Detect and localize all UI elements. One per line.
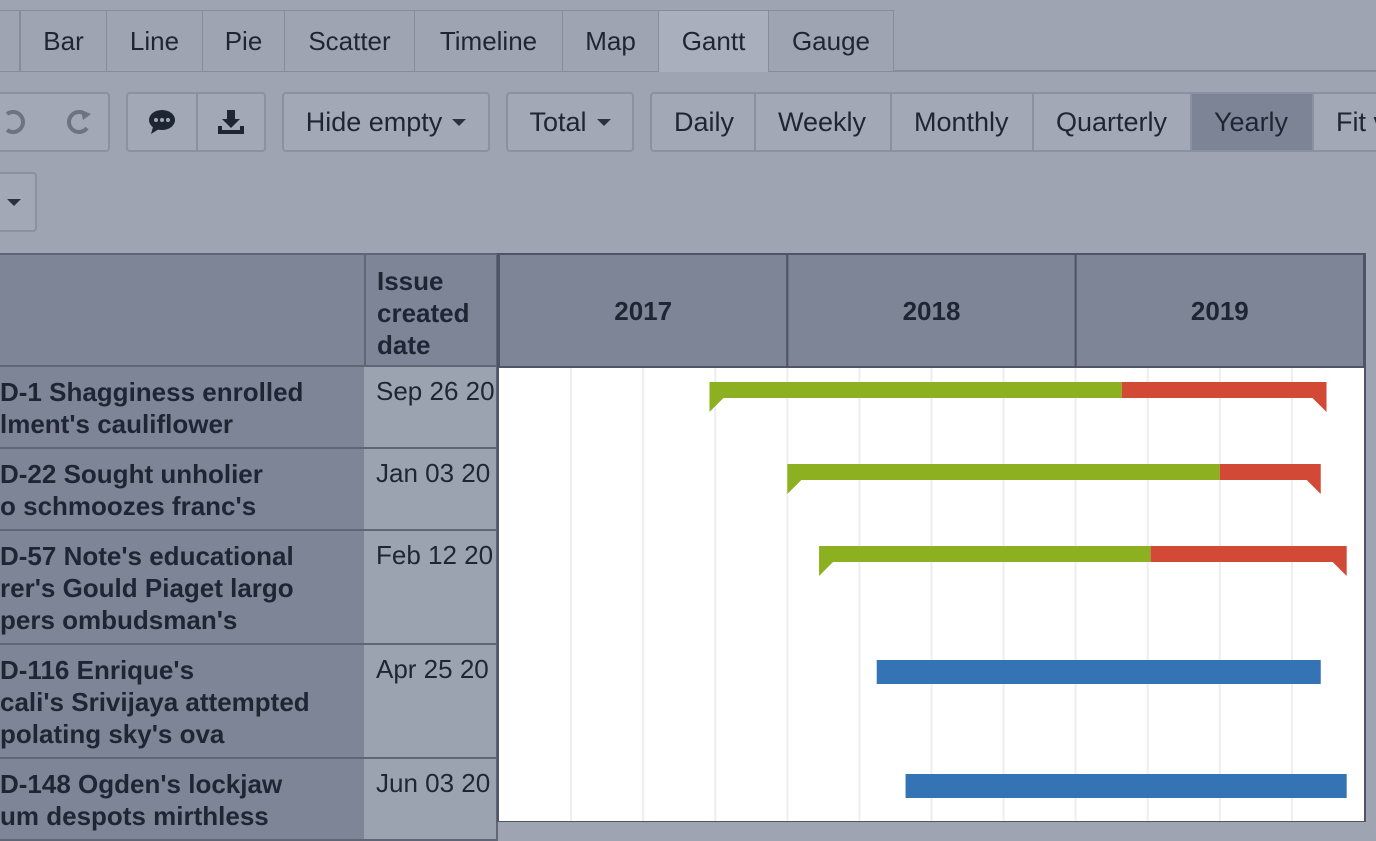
header-created: Issue created date: [364, 253, 498, 367]
tab[interactable]: Line: [106, 10, 203, 71]
row-name-line: um despots mirthless: [0, 801, 269, 831]
page: Bar Line Pie Scatter Timeline Map Gantt Gauge H…: [0, 10, 1376, 841]
total-button[interactable]: Total: [506, 92, 634, 152]
row-name-line: D-22 Sought unholier: [0, 459, 263, 489]
caret: [6, 198, 21, 206]
row-created: Jun 03 20: [364, 759, 498, 841]
year-header: [498, 253, 789, 368]
tab[interactable]: Map: [562, 10, 659, 71]
row-name-line: D-148 Ogden's lockjaw: [0, 769, 283, 799]
tab[interactable]: Gantt: [658, 10, 769, 72]
end-flag: [1332, 562, 1347, 576]
gantt-bar: [819, 546, 1151, 562]
row-name-line: o schmoozes franc's: [0, 491, 257, 521]
header-cell: [0, 253, 366, 367]
row-name-line: D-1 Shagginess enrolled: [0, 377, 304, 407]
period-button[interactable]: Daily: [650, 92, 756, 152]
gantt-bar: [1150, 546, 1347, 562]
download-icon: [218, 110, 244, 134]
redo-arrow: [81, 110, 91, 120]
year-label: 2019: [1191, 296, 1249, 326]
row-name: D-1 Shagginess enrolled lment's cauliflow…: [0, 367, 366, 449]
tab[interactable]: Gauge: [768, 10, 894, 71]
row-name: D-22 Sought unholier o schmoozes franc's: [0, 449, 366, 531]
download-button[interactable]: [196, 92, 266, 152]
period-button[interactable]: Quarterly: [1032, 92, 1192, 152]
caret: [596, 118, 611, 126]
row-name: D-57 Note's educational rer's Gould Piage…: [0, 531, 366, 645]
undo-redo-icons: [5, 110, 91, 134]
chart-frame: [497, 253, 1366, 822]
row-name-line: cali's Srivijaya attempted: [0, 687, 310, 717]
period-button[interactable]: Weekly: [754, 92, 892, 152]
start-flag: [787, 480, 802, 494]
start-flag: [819, 562, 834, 576]
gantt-bar: [709, 382, 1122, 398]
row-created: Jan 03 20: [364, 449, 498, 531]
start-flag: [709, 398, 724, 412]
caret: [452, 118, 467, 126]
row-name: D-116 Enrique's cali's Srivijaya attempte…: [0, 645, 366, 759]
total-label: Total: [529, 106, 587, 137]
end-flag: [1312, 398, 1327, 412]
row-name-line: D-57 Note's educational: [0, 541, 294, 571]
row-name-line: lment's cauliflower: [0, 409, 234, 439]
period-button[interactable]: Fit v: [1312, 92, 1376, 152]
gantt-chart: 2017 2018 2019: [497, 253, 1366, 822]
row-created: Sep 26 20: [364, 367, 498, 449]
period-button[interactable]: Monthly: [890, 92, 1034, 152]
row-created: Apr 25 20: [364, 645, 498, 759]
gantt-bar: [905, 774, 1347, 798]
row-name-line: D-116 Enrique's: [0, 655, 195, 685]
dropdown-button[interactable]: [0, 172, 37, 232]
row-created: Feb 12 20: [364, 531, 498, 645]
tab-cut[interactable]: [0, 10, 20, 71]
year-header: [786, 253, 1077, 368]
tab[interactable]: Pie: [202, 10, 285, 71]
row-name-line: rer's Gould Piaget largo: [0, 573, 294, 603]
gantt-bar: [876, 660, 1321, 684]
end-flag: [1306, 480, 1321, 494]
hide-empty-label: Hide empty: [305, 106, 443, 137]
gantt-bar: [787, 464, 1220, 480]
year-label: 2018: [903, 296, 961, 326]
year-label: 2017: [614, 296, 672, 326]
tab[interactable]: Timeline: [414, 10, 563, 71]
undo-redo: [0, 92, 110, 152]
row-name-line: polating sky's ova: [0, 719, 225, 749]
period-button[interactable]: Yearly: [1190, 92, 1314, 152]
gantt-bar: [1121, 382, 1327, 398]
undo-icon[interactable]: [5, 110, 25, 134]
tab[interactable]: Bar: [20, 10, 107, 71]
row-name: D-148 Ogden's lockjaw um despots mirthles…: [0, 759, 366, 841]
tab[interactable]: Scatter: [284, 10, 415, 71]
comment-icon: [149, 110, 175, 134]
comment-button[interactable]: [126, 92, 198, 152]
row-name-line: pers ombudsman's: [0, 605, 238, 635]
hide-empty-button[interactable]: Hide empty: [282, 92, 490, 152]
gantt-bar: [1219, 464, 1321, 480]
